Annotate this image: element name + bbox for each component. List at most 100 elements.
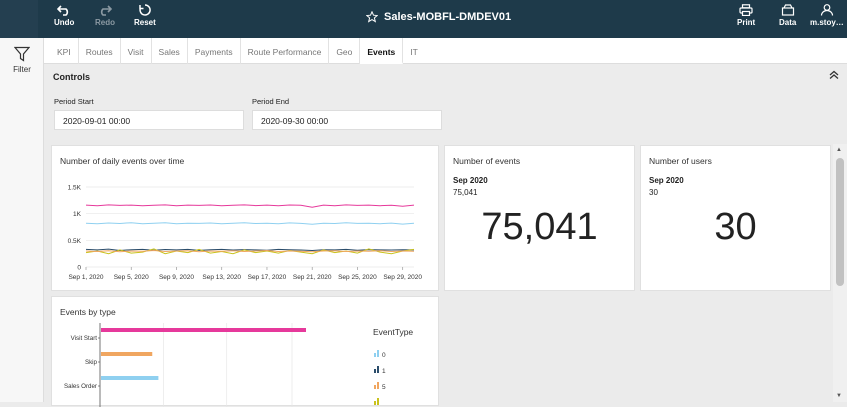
legend-swatch-bar (377, 350, 379, 357)
category-label: Sales Order (64, 383, 97, 390)
events-by-type-title: Events by type (60, 307, 116, 317)
x-tick-label: Sep 25, 2020 (338, 274, 377, 281)
legend-label: 1 (382, 368, 386, 375)
bar[interactable] (101, 376, 159, 380)
controls-panel: Controls Period Start 2020-09-01 00:00 P… (44, 64, 847, 140)
daily-events-visual[interactable]: Number of daily events over time 0 0.5K 1K… (51, 145, 439, 291)
redo-icon (100, 5, 112, 16)
collapse-chevron-icon[interactable] (829, 70, 839, 83)
period-end-label: Period End (252, 97, 290, 106)
toolbar-logo-area (0, 0, 38, 38)
star-icon[interactable] (366, 11, 378, 23)
legend-title: EventType (373, 327, 413, 337)
events-kpi-title: Number of events (453, 156, 521, 166)
category-label: Visit Start (71, 335, 98, 342)
events-kpi-visual[interactable]: Number of events Sep 2020 75,041 75,041 (444, 145, 635, 291)
events-kpi-subvalue: 75,041 (453, 188, 478, 197)
data-button[interactable]: Data (779, 4, 796, 27)
redo-label: Redo (95, 18, 115, 27)
dashboard-title: Sales-MOBFL-DMDEV01 (366, 11, 511, 23)
legend-swatch-bar (374, 353, 376, 357)
page-scrollbar[interactable]: ▲ ▼ (833, 144, 847, 402)
x-tick-label: Sep 1, 2020 (68, 274, 103, 281)
x-tick-label: Sep 21, 2020 (293, 274, 332, 281)
left-sidebar: Filter (0, 38, 44, 402)
tab-sales[interactable]: Sales (152, 38, 188, 64)
events-kpi-period: Sep 2020 (453, 176, 488, 185)
reset-icon (139, 4, 151, 16)
redo-button[interactable]: Redo (95, 4, 115, 27)
filter-button[interactable]: Filter (8, 46, 36, 74)
legend-swatch-bar (377, 382, 379, 389)
data-label: Data (779, 18, 797, 27)
y-tick-label: 1K (73, 211, 82, 218)
users-kpi-subvalue: 30 (649, 188, 658, 197)
legend-swatch-bar (377, 366, 379, 373)
y-tick-label: 0 (77, 265, 81, 272)
user-label: m.stoy… (810, 18, 844, 27)
print-button[interactable]: Print (737, 4, 755, 27)
users-kpi-visual[interactable]: Number of users Sep 2020 30 30 (640, 145, 831, 291)
period-start-label: Period Start (54, 97, 94, 106)
series-line-0[interactable] (85, 204, 415, 208)
legend-swatch-bar (374, 369, 376, 373)
filter-icon (14, 46, 30, 62)
series-line-2[interactable] (85, 248, 415, 252)
legend-swatch-bar (374, 385, 376, 389)
data-icon (781, 4, 794, 16)
tab-payments[interactable]: Payments (188, 38, 241, 64)
tab-it[interactable]: IT (410, 47, 418, 57)
legend-label: 0 (382, 352, 386, 359)
period-end-control: Period End 2020-09-30 00:00 (252, 97, 442, 130)
tab-routes[interactable]: Routes (79, 38, 121, 64)
print-label: Print (737, 18, 756, 27)
daily-events-title: Number of daily events over time (60, 156, 185, 166)
users-kpi-period: Sep 2020 (649, 176, 684, 185)
x-tick-label: Sep 29, 2020 (383, 274, 422, 281)
top-toolbar: Undo Redo Reset Sales-MOBFL-DMDEV01 Prin… (0, 0, 847, 38)
x-tick-label: Sep 9, 2020 (159, 274, 194, 281)
scroll-up-arrow-icon[interactable]: ▲ (836, 147, 842, 153)
sheet-tabs: KPI Routes Visit Sales Payments Route Pe… (44, 38, 847, 64)
period-start-input[interactable]: 2020-09-01 00:00 (54, 110, 244, 130)
y-tick-label: 1.5K (68, 185, 82, 192)
series-line-4[interactable] (85, 249, 415, 253)
tab-visit[interactable]: Visit (121, 38, 152, 64)
events-by-type-visual[interactable]: Events by type Visit Start Skip Sales Orde… (51, 296, 439, 407)
period-start-control: Period Start 2020-09-01 00:00 (54, 97, 244, 130)
user-icon (820, 4, 833, 16)
user-menu-button[interactable]: m.stoy… (810, 4, 844, 27)
tab-route-performance[interactable]: Route Performance (241, 38, 330, 64)
undo-button[interactable]: Undo (54, 4, 74, 27)
scrollbar-thumb[interactable] (836, 158, 844, 286)
period-end-input[interactable]: 2020-09-30 00:00 (252, 110, 442, 130)
controls-title: Controls (53, 72, 90, 82)
category-label: Skip (85, 359, 98, 366)
events-kpi-value: 75,041 (481, 206, 598, 248)
legend-item[interactable]: 5 (374, 382, 386, 391)
legend-label: 5 (382, 384, 386, 391)
y-tick-label: 0.5K (68, 238, 82, 245)
bar[interactable] (101, 328, 306, 332)
tab-geo[interactable]: Geo (329, 38, 361, 64)
events-by-type-chart: Visit Start Skip Sales Order EventType 0 1 5 (64, 323, 413, 407)
scroll-down-arrow-icon[interactable]: ▼ (836, 393, 842, 399)
daily-events-chart: 0 0.5K 1K 1.5K Sep 1, 2020 Sep 5, 2020 Sep 9, … (68, 185, 423, 282)
series-line-1[interactable] (85, 222, 415, 225)
legend-item[interactable]: 1 (374, 366, 386, 375)
x-tick-label: Sep 13, 2020 (202, 274, 241, 281)
tab-events[interactable]: Events (360, 38, 404, 64)
legend-item[interactable]: 0 (374, 350, 386, 359)
bar[interactable] (101, 352, 153, 356)
users-kpi-title: Number of users (649, 156, 712, 166)
undo-icon (57, 5, 69, 16)
filter-label: Filter (13, 65, 31, 74)
tab-kpi[interactable]: KPI (50, 38, 79, 64)
dashboard-title-text: Sales-MOBFL-DMDEV01 (384, 11, 512, 23)
x-tick-label: Sep 17, 2020 (248, 274, 287, 281)
reset-button[interactable]: Reset (134, 4, 156, 27)
undo-label: Undo (54, 18, 75, 27)
printer-icon (739, 4, 753, 16)
users-kpi-value: 30 (714, 206, 757, 248)
x-tick-label: Sep 5, 2020 (114, 274, 149, 281)
